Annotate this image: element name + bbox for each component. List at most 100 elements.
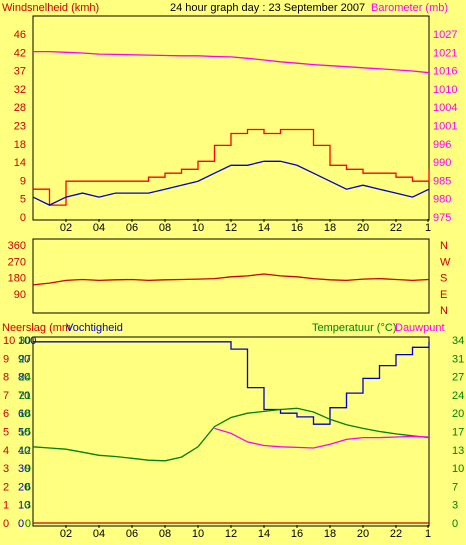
temp-tick-left-1: 27 <box>19 353 31 365</box>
temp-tick-right-7: 10 <box>452 463 464 475</box>
x-tick-bottom-10: 10 <box>192 528 204 540</box>
wind-tick-7: 14 <box>14 157 26 169</box>
dewpoint-line <box>214 427 430 449</box>
temp-tick-right-3: 24 <box>452 390 464 402</box>
rain-tick-5: 5 <box>3 427 9 439</box>
rain-tick-2: 8 <box>3 372 9 384</box>
wind-tick-1: 42 <box>14 47 26 59</box>
wind-tick-6: 18 <box>14 139 26 151</box>
wind-tick-2: 37 <box>14 66 26 78</box>
humidity-tick-3: 70 <box>18 390 30 402</box>
rain-tick-8: 2 <box>3 481 9 493</box>
pressure-tick-7: 990 <box>433 157 451 169</box>
humidity-tick-8: 20 <box>18 481 30 493</box>
temp-tick-left-7: 9 <box>25 463 31 475</box>
direction-tick-3: 90 <box>14 289 26 301</box>
humidity-panel-frame <box>32 336 430 527</box>
dewpoint-axis-label: Dauwpunt <box>395 322 445 334</box>
rain-tick-10: 0 <box>3 518 9 530</box>
x-tick-bottom-04: 04 <box>93 528 105 540</box>
temperature-axis-label: Temperatuur (°C) <box>312 322 396 334</box>
temp-tick-right-2: 27 <box>452 372 464 384</box>
humidity-tick-2: 80 <box>18 372 30 384</box>
pressure-line <box>33 50 430 74</box>
x-tick-bottom-20: 20 <box>357 528 369 540</box>
temp-tick-left-5: 15 <box>19 427 31 439</box>
temp-tick-right-5: 17 <box>452 427 464 439</box>
x-tick-top-1: 1 <box>425 222 431 234</box>
x-tick-bottom-08: 08 <box>159 528 171 540</box>
x-tick-top-22: 22 <box>390 222 402 234</box>
wind-tick-9: 5 <box>20 194 26 206</box>
direction-panel-frame <box>32 238 430 314</box>
rain-tick-1: 9 <box>3 353 9 365</box>
pressure-tick-5: 1001 <box>433 121 457 133</box>
x-tick-top-06: 06 <box>126 222 138 234</box>
chart-title: 24 hour graph day : 23 September 2007 <box>170 2 365 14</box>
pressure-tick-9: 980 <box>433 194 451 206</box>
x-tick-bottom-14: 14 <box>258 528 270 540</box>
pressure-tick-10: 975 <box>433 212 451 224</box>
x-tick-bottom-06: 06 <box>126 528 138 540</box>
x-tick-top-02: 02 <box>60 222 72 234</box>
compass-tick-3: E <box>440 289 447 301</box>
rain-tick-0: 10 <box>3 335 15 347</box>
humidity-line <box>33 341 430 425</box>
humidity-tick-5: 50 <box>18 427 30 439</box>
x-tick-bottom-22: 22 <box>390 528 402 540</box>
pressure-tick-2: 1016 <box>433 66 457 78</box>
x-tick-bottom-18: 18 <box>324 528 336 540</box>
wind-tick-4: 28 <box>14 102 26 114</box>
wind-tick-10: 0 <box>20 212 26 224</box>
wind-tick-5: 23 <box>14 121 26 133</box>
pressure-tick-4: 1004 <box>433 102 457 114</box>
tick-labels: 4642373228231814950102710211016101010041… <box>3 29 464 540</box>
x-tick-bottom-1: 1 <box>425 528 431 540</box>
temp-tick-left-8: 6 <box>25 481 31 493</box>
compass-tick-2: S <box>440 273 447 285</box>
humidity-tick-7: 30 <box>18 463 30 475</box>
x-tick-bottom-12: 12 <box>225 528 237 540</box>
pressure-tick-1: 1021 <box>433 47 457 59</box>
pressure-tick-8: 985 <box>433 175 451 187</box>
rain-tick-7: 3 <box>3 463 9 475</box>
x-tick-top-12: 12 <box>225 222 237 234</box>
temp-tick-right-9: 3 <box>452 500 458 512</box>
avg-wind-line <box>32 160 430 206</box>
wind-panel-frame <box>32 15 430 221</box>
temp-tick-right-8: 7 <box>452 481 458 493</box>
direction-tick-0: 360 <box>8 240 26 252</box>
humidity-tick-1: 90 <box>18 353 30 365</box>
temp-tick-left-9: 3 <box>25 500 31 512</box>
x-tick-top-14: 14 <box>258 222 270 234</box>
gust-line <box>33 128 430 206</box>
pressure-tick-0: 1027 <box>433 29 457 41</box>
barometer-axis-label: Barometer (mb) <box>371 2 448 14</box>
rain-axis-label: Neerslag (mm <box>2 322 71 334</box>
temp-tick-left-10: 0 <box>25 518 31 530</box>
series-lines <box>32 50 430 528</box>
humidity-tick-9: 10 <box>18 500 30 512</box>
compass-tick-4: N <box>440 305 448 317</box>
x-tick-top-08: 08 <box>159 222 171 234</box>
direction-tick-1: 270 <box>8 256 26 268</box>
direction-line <box>32 273 430 286</box>
rain-tick-3: 7 <box>3 390 9 402</box>
rain-tick-9: 1 <box>3 500 9 512</box>
humidity-tick-4: 60 <box>18 408 30 420</box>
humidity-tick-10: 0 <box>18 518 24 530</box>
x-tick-bottom-02: 02 <box>60 528 72 540</box>
rain-tick-6: 4 <box>3 445 9 457</box>
wind-tick-0: 46 <box>14 29 26 41</box>
x-tick-top-04: 04 <box>93 222 105 234</box>
temp-tick-right-10: 0 <box>452 518 458 530</box>
x-tick-top-10: 10 <box>192 222 204 234</box>
compass-tick-1: W <box>440 256 451 268</box>
pressure-tick-3: 1010 <box>433 84 457 96</box>
temp-tick-right-1: 31 <box>452 353 464 365</box>
wind-axis-label: Windsnelheid (kmh) <box>2 2 99 14</box>
temperature-line <box>32 407 430 462</box>
humidity-tick-6: 40 <box>18 445 30 457</box>
